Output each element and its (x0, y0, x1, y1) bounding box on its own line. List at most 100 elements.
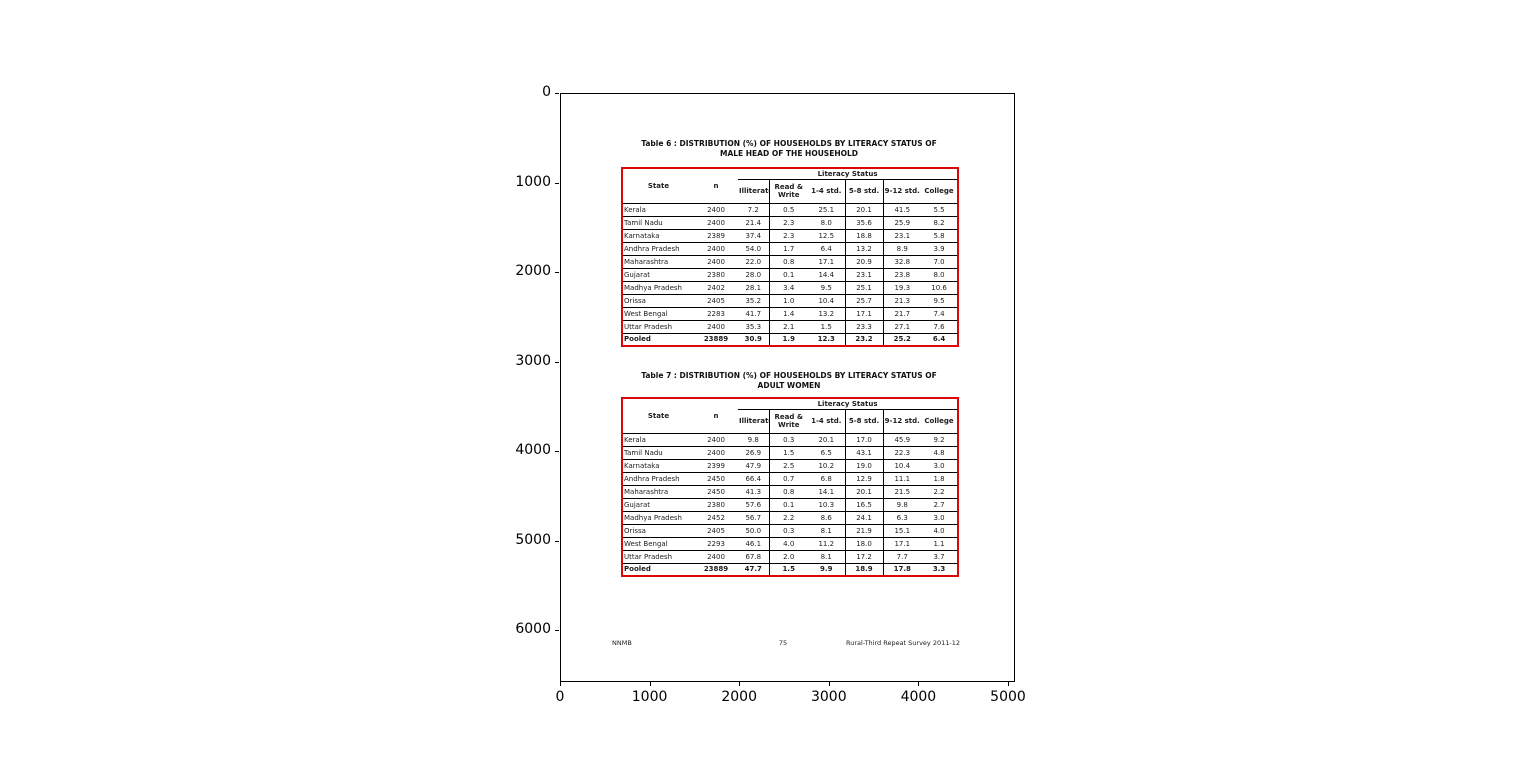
x-tick-mark (1008, 682, 1009, 686)
value-cell: 46.1 (738, 537, 769, 551)
value-cell: 6.4 (932, 335, 946, 344)
value-cell: 2293 (694, 537, 738, 551)
table6-title: Table 6 : DISTRIBUTION (%) OF HOUSEHOLDS… (621, 139, 957, 158)
table-row: Uttar Pradesh 2400 35.3 2.1 1.5 23.3 27.1 7.6 (622, 320, 959, 334)
y-tick-mark (555, 540, 559, 542)
value-cell: 1.9 (768, 333, 808, 346)
value-cell: 6.4 (808, 242, 845, 256)
state-cell: Pooled (624, 565, 651, 574)
value-cell: 7.6 (921, 320, 959, 334)
value-cell: 9.5 (808, 281, 845, 295)
table6-col-college: College (921, 179, 959, 204)
value-cell: 6.3 (882, 511, 921, 525)
value-cell: 35.3 (738, 320, 769, 334)
value-cell: 1.4 (768, 307, 808, 321)
value-cell: 50.0 (738, 524, 769, 538)
value-cell: 20.9 (844, 255, 883, 269)
state-cell: Madhya Pradesh (622, 281, 694, 295)
table7-title-line2: ADULT WOMEN (757, 380, 821, 390)
value-cell: 0.1 (768, 498, 808, 512)
table-row: Karnataka 2389 37.4 2.3 12.5 18.8 23.1 5.8 (622, 229, 959, 243)
value-cell: 4.0 (768, 537, 808, 551)
value-cell: 7.0 (921, 255, 959, 269)
value-cell: 25.1 (808, 203, 845, 217)
table6-col-9-12-std: 9-12 std. (882, 179, 921, 204)
y-tick-mark (555, 182, 559, 184)
y-tick-mark (555, 93, 559, 94)
x-tick-label: 5000 (990, 689, 1026, 705)
y-tick-label: 1000 (515, 173, 551, 190)
value-cell: 15.1 (882, 524, 921, 538)
value-cell: 3.0 (921, 511, 959, 525)
value-cell: 41.5 (882, 203, 921, 217)
value-cell: 2405 (694, 524, 738, 538)
table-row: West Bengal 2283 41.7 1.4 13.2 17.1 21.7 7.4 (622, 307, 959, 321)
table6-col-n: n (694, 168, 738, 204)
value-cell: 1.0 (768, 294, 808, 308)
value-cell: 10.4 (882, 459, 921, 473)
value-cell: 30.9 (744, 335, 762, 344)
value-cell: 8.0 (921, 268, 959, 282)
table-row: Andhra Pradesh 2400 54.0 1.7 6.4 13.2 8.9 3.9 (622, 242, 959, 256)
value-cell: 56.7 (738, 511, 769, 525)
state-cell: Kerala (622, 433, 694, 447)
value-cell: 22.0 (738, 255, 769, 269)
y-tick-label: 0 (542, 84, 551, 100)
footer-page-number: 75 (778, 639, 788, 647)
value-cell: 6.5 (808, 446, 845, 460)
value-cell: 4.8 (921, 446, 959, 460)
y-tick-mark (555, 272, 559, 273)
value-cell: 3.3 (932, 565, 946, 574)
value-cell: 12.9 (844, 472, 883, 486)
table6-literacy-male-head: State n Literacy Status Illiterate Read … (621, 167, 960, 347)
state-cell: Karnataka (622, 229, 694, 243)
state-cell: Maharashtra (622, 255, 694, 269)
value-cell: 2380 (694, 498, 738, 512)
value-cell: 2452 (694, 511, 738, 525)
value-cell: 35.2 (738, 294, 769, 308)
value-cell: 8.6 (808, 511, 845, 525)
value-cell: 21.5 (882, 485, 921, 499)
value-cell: 1.1 (921, 537, 959, 551)
value-cell: 41.3 (738, 485, 769, 499)
value-cell: 23.2 (844, 333, 883, 346)
state-cell: Uttar Pradesh (622, 550, 694, 564)
value-cell: 17.2 (844, 550, 883, 564)
value-cell: 2405 (694, 294, 738, 308)
state-cell: West Bengal (622, 307, 694, 321)
y-tick-label: 3000 (515, 352, 551, 369)
value-cell: 2400 (694, 433, 738, 447)
table-row: Pooled 23889 47.7 1.5 9.9 18.9 17.8 3.3 (622, 563, 958, 576)
value-cell: 18.8 (844, 229, 883, 243)
table6-title-line2: MALE HEAD OF THE HOUSEHOLD (720, 148, 858, 158)
x-tick-mark (918, 682, 920, 686)
value-cell: 17.1 (808, 255, 845, 269)
table6-group-header: Literacy Status (738, 168, 959, 180)
value-cell: 9.2 (921, 433, 959, 447)
value-cell: 1.5 (768, 446, 808, 460)
table7-col-9-12-std: 9-12 std. (882, 409, 921, 434)
table6-title-line1: Table 6 : DISTRIBUTION (%) OF HOUSEHOLDS… (641, 139, 937, 148)
state-cell: Gujarat (622, 268, 694, 282)
table7-col-5-8-std: 5-8 std. (844, 409, 883, 434)
value-cell: 2400 (694, 320, 738, 334)
footer-survey-name: Rural-Third Repeat Survey 2011-12 (846, 639, 960, 647)
table-row: Pooled 23889 30.9 1.9 12.3 23.2 25.2 6.4 (622, 333, 958, 346)
value-cell: 28.0 (738, 268, 769, 282)
y-tick-label: 6000 (515, 621, 551, 637)
value-cell: 18.9 (844, 563, 883, 576)
value-cell: 2.3 (768, 216, 808, 230)
value-cell: 21.4 (738, 216, 769, 230)
value-cell: 2.3 (768, 229, 808, 243)
table-row: Kerala 2400 9.8 0.3 20.1 17.0 45.9 9.2 (622, 433, 959, 447)
value-cell: 10.6 (921, 281, 959, 295)
value-cell: 22.3 (882, 446, 921, 460)
value-cell: 2399 (694, 459, 738, 473)
value-cell: 23.8 (882, 268, 921, 282)
value-cell: 18.0 (844, 537, 883, 551)
table7-title: Table 7 : DISTRIBUTION (%) OF HOUSEHOLDS… (621, 371, 957, 390)
value-cell: 2400 (694, 203, 738, 217)
y-tick-mark (555, 451, 559, 452)
value-cell: 0.5 (768, 203, 808, 217)
table-row: Orissa 2405 35.2 1.0 10.4 25.7 21.3 9.5 (622, 294, 959, 308)
